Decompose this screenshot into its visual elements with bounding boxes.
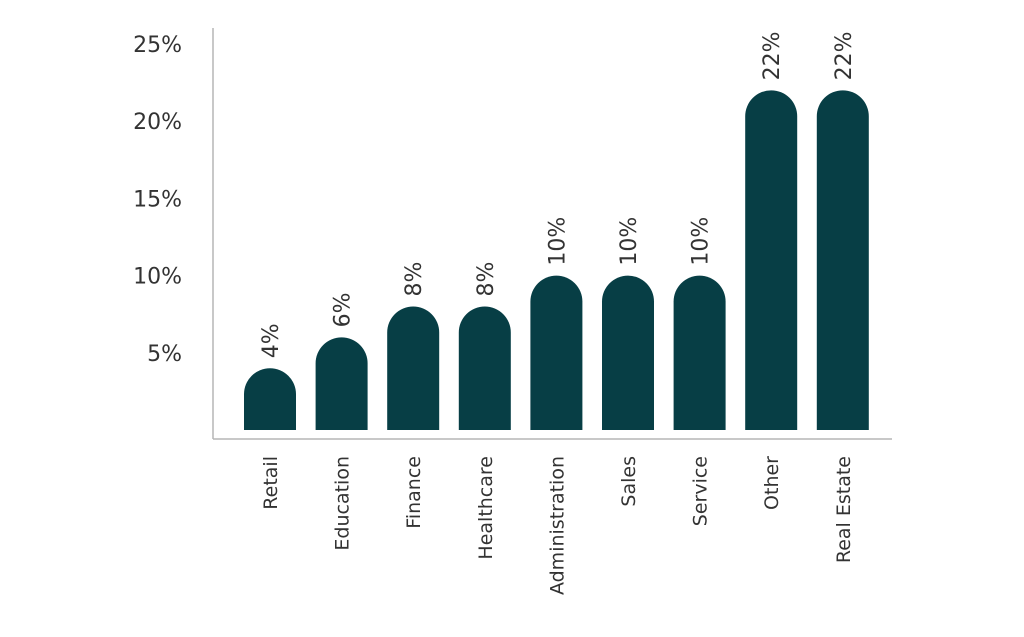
data-label: 10% bbox=[689, 217, 714, 266]
y-tick-label: 10% bbox=[133, 265, 182, 290]
y-axis-ticks: 5% 10% 15% 20% 25% bbox=[133, 33, 182, 367]
y-tick-label: 25% bbox=[133, 33, 182, 58]
x-tick-label: Sales bbox=[618, 456, 640, 507]
x-tick-label: Finance bbox=[403, 456, 425, 529]
bar-real-estate bbox=[816, 90, 869, 430]
data-label: 8% bbox=[474, 262, 499, 297]
bar-healthcare bbox=[458, 306, 511, 430]
x-tick-label: Real Estate bbox=[833, 456, 855, 563]
y-tick-label: 20% bbox=[133, 110, 182, 135]
x-tick-label: Education bbox=[332, 456, 354, 551]
x-tick-label: Healthcare bbox=[475, 456, 497, 560]
bar-education bbox=[315, 337, 368, 430]
data-label: 4% bbox=[259, 323, 284, 358]
x-tick-label: Administration bbox=[546, 456, 568, 595]
y-tick-label: 15% bbox=[133, 187, 182, 212]
data-label: 8% bbox=[402, 262, 427, 297]
bars bbox=[244, 90, 869, 430]
x-tick-label: Service bbox=[690, 456, 712, 526]
x-tick-label: Other bbox=[761, 456, 783, 510]
data-label: 22% bbox=[832, 31, 857, 80]
data-label: 22% bbox=[760, 31, 785, 80]
y-tick-label: 5% bbox=[147, 342, 182, 367]
bar-retail bbox=[244, 368, 296, 430]
bar-other bbox=[745, 90, 798, 430]
bar-sales bbox=[602, 275, 654, 430]
data-label: 10% bbox=[545, 217, 570, 266]
data-label: 6% bbox=[331, 292, 356, 327]
data-label: 10% bbox=[617, 217, 642, 266]
data-labels: 4% 6% 8% 8% 10% 10% 10% 22% 22% bbox=[259, 31, 857, 358]
bar-finance bbox=[387, 306, 440, 430]
bar-administration bbox=[530, 275, 583, 430]
category-labels: Retail Education Finance Healthcare Administ… bbox=[260, 456, 855, 595]
bar-service bbox=[673, 275, 726, 430]
x-tick-label: Retail bbox=[260, 456, 282, 510]
